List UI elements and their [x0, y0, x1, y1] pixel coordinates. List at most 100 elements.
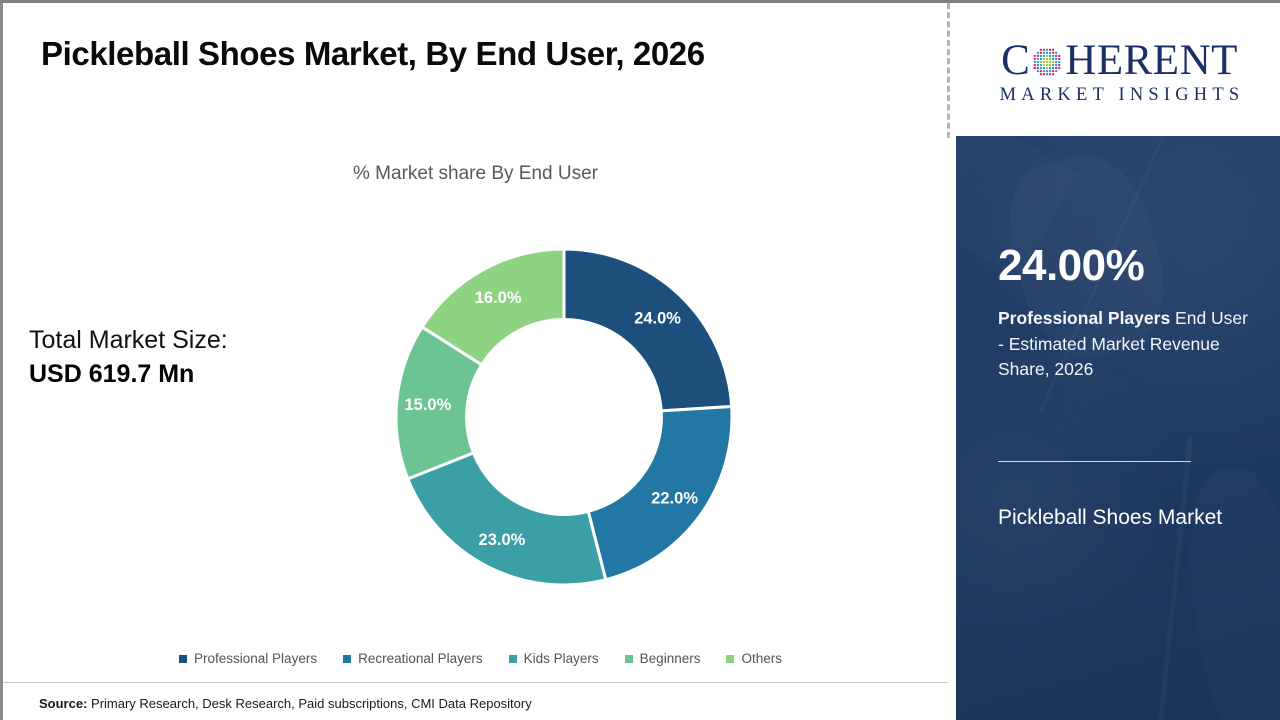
sphere-dot	[1046, 60, 1049, 63]
legend-label: Others	[741, 651, 782, 666]
legend-label: Beginners	[639, 651, 701, 666]
stat-description: Professional Players End User - Estimate…	[998, 306, 1250, 383]
sphere-dot	[1043, 48, 1046, 51]
legend-item[interactable]: Others	[726, 651, 782, 666]
sphere-dot	[1033, 57, 1037, 60]
sphere-dot	[1033, 66, 1037, 69]
sphere-dot	[1043, 66, 1046, 69]
sphere-dot	[1052, 72, 1055, 75]
sphere-dot	[1058, 60, 1061, 63]
legend-item[interactable]: Professional Players	[179, 651, 317, 666]
sphere-dot	[1052, 57, 1055, 60]
donut-slice-label: 23.0%	[479, 531, 526, 549]
total-market-size-value: USD 619.7 Mn	[29, 359, 195, 388]
sphere-dot	[1040, 51, 1043, 54]
legend-label: Kids Players	[523, 651, 599, 666]
sphere-dot	[1043, 63, 1046, 66]
sphere-dot	[1040, 66, 1043, 69]
sphere-dot	[1049, 54, 1052, 57]
sphere-dot	[1055, 51, 1058, 54]
sphere-dot	[1040, 60, 1043, 63]
total-market-size: Total Market Size: USD 619.7 Mn	[29, 325, 228, 393]
sphere-dot	[1043, 69, 1046, 72]
sphere-dot	[1033, 54, 1037, 57]
sphere-dot	[1049, 72, 1052, 75]
sphere-dot	[1043, 57, 1046, 60]
sphere-dot	[1036, 54, 1040, 57]
sphere-dot	[1040, 69, 1043, 72]
stat-description-rest: End User - Estimated Market Revenue Shar…	[998, 308, 1248, 380]
brand-panel: C HERENT MARKET INSIGHTS 24.00% Professi…	[956, 3, 1280, 720]
legend-item[interactable]: Kids Players	[508, 651, 599, 666]
sphere-dot	[1049, 66, 1052, 69]
donut-slice-label: 24.0%	[634, 309, 681, 327]
sphere-dot	[1040, 63, 1043, 66]
sphere-dot	[1046, 72, 1049, 75]
sphere-dot	[1046, 48, 1049, 51]
sphere-dot	[1052, 54, 1055, 57]
sphere-dot	[1033, 60, 1037, 63]
sphere-dot	[1043, 60, 1046, 63]
sphere-dot	[1055, 66, 1058, 69]
sphere-dot	[1040, 48, 1043, 51]
market-name: Pickleball Shoes Market	[998, 506, 1223, 529]
sphere-dot	[1049, 63, 1052, 66]
stat-value: 24.00%	[998, 241, 1145, 290]
sphere-dot	[1046, 66, 1049, 69]
legend-label: Recreational Players	[358, 651, 483, 666]
sphere-dot	[1036, 57, 1040, 60]
sphere-dot	[1036, 51, 1040, 54]
sphere-dot	[1055, 60, 1058, 63]
sphere-dot	[1052, 48, 1055, 51]
sphere-dot	[1046, 54, 1049, 57]
donut-slice-label: 16.0%	[475, 289, 522, 307]
chart-panel: Pickleball Shoes Market, By End User, 20…	[3, 3, 948, 720]
sphere-dot	[1052, 51, 1055, 54]
logo-tagline: MARKET INSIGHTS	[999, 85, 1245, 105]
company-logo: C HERENT MARKET INSIGHTS	[956, 3, 1280, 136]
sphere-dot	[1058, 63, 1061, 66]
highlight-stat-box: 24.00% Professional Players End User - E…	[956, 136, 1280, 720]
donut-label-group: 24.0% 22.0% 23.0% 15.0% 16.0%	[404, 289, 698, 549]
sphere-dot	[1036, 69, 1040, 72]
sphere-dot	[1049, 51, 1052, 54]
horizontal-rule	[998, 461, 1191, 462]
donut-chart: 24.0% 22.0% 23.0% 15.0% 16.0%	[378, 231, 750, 603]
sphere-dot	[1052, 60, 1055, 63]
legend-swatch-icon	[343, 654, 352, 663]
donut-slice	[420, 247, 566, 367]
sphere-dot	[1046, 69, 1049, 72]
legend-item[interactable]: Beginners	[624, 651, 701, 666]
sphere-dot	[1049, 60, 1052, 63]
donut-slice	[405, 450, 608, 587]
sphere-dot	[1036, 66, 1040, 69]
sphere-dot	[1046, 51, 1049, 54]
sphere-dot	[1049, 69, 1052, 72]
donut-slice-label: 22.0%	[651, 489, 698, 507]
page-title: Pickleball Shoes Market, By End User, 20…	[41, 35, 705, 72]
sphere-dot	[1043, 51, 1046, 54]
logo-letters-rest: HERENT	[1065, 37, 1238, 84]
footer-divider	[3, 682, 948, 683]
donut-slice	[562, 247, 734, 413]
sphere-dot	[1058, 57, 1061, 60]
source-label: Source:	[39, 696, 88, 711]
sphere-dot	[1036, 63, 1040, 66]
source-text: Primary Research, Desk Research, Paid su…	[87, 696, 532, 711]
sphere-dot	[1052, 69, 1055, 72]
sphere-dot	[1036, 60, 1040, 63]
sphere-dot	[1046, 63, 1049, 66]
legend-swatch-icon	[726, 654, 735, 663]
donut-slice	[586, 404, 734, 582]
legend-swatch-icon	[624, 654, 633, 663]
chart-legend: Professional Players Recreational Players…	[3, 651, 948, 666]
sphere-dot	[1043, 54, 1046, 57]
sphere-dot	[1049, 48, 1052, 51]
legend-label: Professional Players	[194, 651, 318, 666]
chart-subtitle: % Market share By End User	[353, 163, 598, 184]
legend-swatch-icon	[179, 654, 188, 663]
sphere-dot	[1058, 54, 1061, 57]
legend-item[interactable]: Recreational Players	[343, 651, 483, 666]
sphere-dot	[1040, 72, 1043, 75]
